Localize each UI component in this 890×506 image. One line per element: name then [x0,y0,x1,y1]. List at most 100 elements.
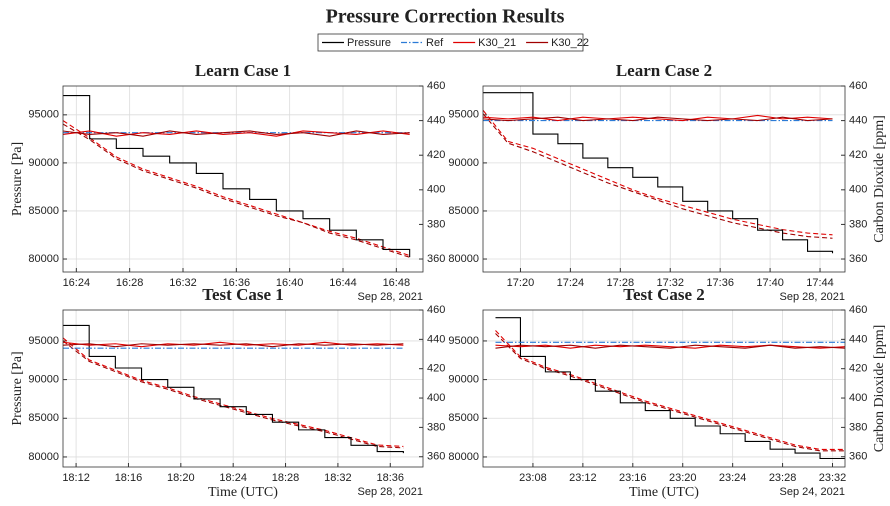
y2-tick-label: 440 [427,333,445,345]
x-tick-label: 18:12 [62,472,90,484]
plot-frame [62,85,424,273]
figure-title: Pressure Correction Results [326,6,565,28]
x-tick-label: 16:32 [169,277,197,289]
y-tick-label: 90000 [448,157,479,169]
plot-frame [482,309,846,468]
x-axis-label: Time (UTC) [629,485,699,500]
y2-tick-label: 400 [427,392,445,404]
x-tick-label: 23:16 [619,472,647,484]
y2-tick-label: 380 [427,421,445,433]
x-tick-label: 18:16 [115,472,143,484]
y2-tick-label: 440 [849,115,867,127]
x-tick-label: 16:48 [383,277,411,289]
y2-tick-label: 400 [427,184,445,196]
y2-tick-label: 440 [849,333,867,345]
x-tick-label: 18:32 [324,472,352,484]
y2-axis-label: Carbon Dioxide [ppm] [872,325,887,453]
series-line [495,344,845,349]
plot-area [63,86,423,272]
x-tick-label: 17:44 [806,277,834,289]
y2-tick-label: 460 [427,304,445,316]
subplot: 23:08 23:12 23:16 23:20 23:24 23:28 23:32 80000… [448,285,887,500]
subplot-title: Learn Case 1 [195,61,291,80]
y-tick-label: 95000 [448,335,479,347]
y2-tick-label: 360 [849,253,867,265]
y2-tick-label: 380 [849,218,867,230]
series-line [495,317,845,460]
series-line [483,116,833,122]
x-tick-label: 16:28 [116,277,144,289]
x-tick-label: 17:24 [557,277,585,289]
y2-tick-label: 440 [427,115,445,127]
subplot-title: Test Case 2 [623,285,705,304]
y2-tick-label: 380 [427,218,445,230]
series-line [63,337,404,448]
legend-label: K30_21 [478,37,516,49]
x-tick-label: 17:40 [756,277,784,289]
x-tick-label: 16:44 [329,277,357,289]
x-tick-label: 23:32 [819,472,847,484]
y-tick-label: 95000 [28,335,59,347]
y-tick-label: 80000 [28,253,59,265]
legend-label: Ref [426,37,444,49]
y-tick-label: 85000 [28,205,59,217]
x-tick-label: 17:28 [607,277,635,289]
series-line [483,109,833,236]
y2-tick-label: 420 [427,363,445,375]
y2-tick-label: 460 [427,80,445,92]
y2-tick-label: 360 [427,253,445,265]
y-tick-label: 80000 [448,451,479,463]
x-tick-label: 18:28 [272,472,300,484]
series-line [495,330,845,450]
series-line [63,120,410,257]
plot-frame [482,85,846,273]
plot-area [63,310,423,467]
y-axis-label: Pressure [Pa] [10,142,25,216]
series-line [63,130,410,137]
series-line [63,343,404,348]
y-axis-label: Pressure [Pa] [10,351,25,425]
x-tick-label: 16:40 [276,277,304,289]
series-line [63,340,404,449]
series-line [63,95,411,258]
x-tick-label: 16:36 [223,277,251,289]
x-tick-label: 17:36 [706,277,734,289]
x-tick-label: 18:36 [377,472,405,484]
x-tick-label: 23:20 [669,472,697,484]
series-line [63,324,404,454]
y2-tick-label: 400 [849,392,867,404]
y2-tick-label: 460 [849,80,867,92]
subplot: 17:20 17:24 17:28 17:32 17:36 17:40 17:44 80000… [448,61,887,303]
x-tick-label: 23:24 [719,472,747,484]
x-tick-label: 18:24 [219,472,247,484]
y-tick-label: 90000 [448,374,479,386]
legend-label: Pressure [347,37,391,49]
y2-tick-label: 420 [849,149,867,161]
date-label: Sep 24, 2021 [780,486,845,498]
y2-tick-label: 360 [849,451,867,463]
legend-box [317,33,584,52]
plot-frame [62,309,424,468]
x-axis-label: Time (UTC) [208,485,278,500]
subplot-title: Test Case 1 [202,285,284,304]
y2-tick-label: 460 [849,304,867,316]
date-label: Sep 28, 2021 [358,291,423,303]
date-label: Sep 28, 2021 [358,486,423,498]
plot-area [483,86,845,272]
x-tick-label: 17:20 [507,277,535,289]
y-tick-label: 95000 [448,109,479,121]
series-line [483,113,833,239]
y2-tick-label: 420 [427,149,445,161]
series-line [63,341,404,348]
x-tick-label: 23:08 [519,472,547,484]
legend-label: K30_22 [551,37,589,49]
y-tick-label: 80000 [28,451,59,463]
y-tick-label: 90000 [28,374,59,386]
plot-area [483,310,845,467]
y2-axis-label: Carbon Dioxide [ppm] [872,115,887,243]
y2-tick-label: 380 [849,421,867,433]
series-line [483,92,834,254]
y2-tick-label: 360 [427,451,445,463]
subplot: 18:12 18:16 18:20 18:24 18:28 18:32 18:36 80000… [10,285,445,500]
x-tick-label: 23:12 [569,472,597,484]
